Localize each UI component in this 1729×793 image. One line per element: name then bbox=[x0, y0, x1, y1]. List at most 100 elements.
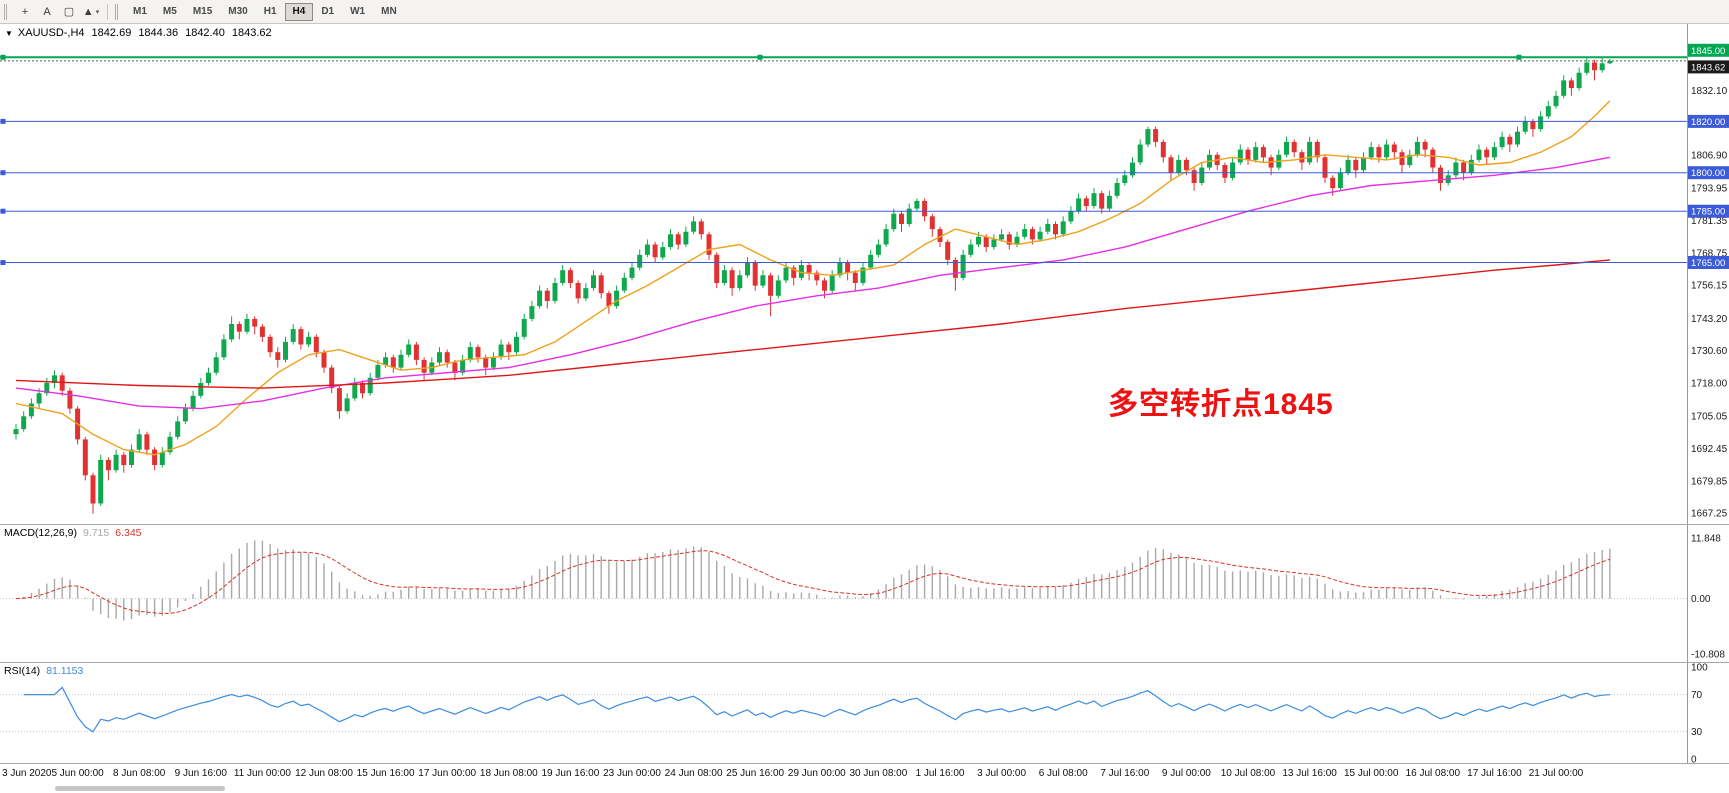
text-label-tool-button[interactable]: A bbox=[36, 2, 58, 22]
time-axis-label: 5 Jun 00:00 bbox=[51, 768, 104, 779]
macd-indicator-pane[interactable]: 11.848 0.00 -10.808 MACD(12,26,9) 9.715 6.… bbox=[0, 525, 1729, 663]
price-scale-label: 1781.35 bbox=[1691, 216, 1728, 227]
timeframe-h4-button[interactable]: H4 bbox=[284, 2, 314, 21]
crosshair-tool-button[interactable]: + bbox=[14, 2, 36, 22]
shapes-tool-icon: ▲ bbox=[82, 5, 94, 18]
text-box-tool-button[interactable]: ▢ bbox=[58, 2, 80, 22]
price-scale-label: 1679.85 bbox=[1691, 476, 1728, 487]
time-axis-label: 25 Jun 16:00 bbox=[726, 768, 785, 779]
crosshair-tool-icon: + bbox=[21, 5, 29, 18]
price-scale-label: 1667.25 bbox=[1691, 509, 1728, 520]
price-scale-label: 1743.20 bbox=[1691, 314, 1728, 325]
slow-ma-line bbox=[15, 259, 1610, 389]
time-axis-label: 12 Jun 08:00 bbox=[295, 768, 353, 779]
timeframe-mn-button[interactable]: MN bbox=[381, 6, 397, 17]
time-axis-label: 3 Jul 00:00 bbox=[977, 768, 1027, 779]
rsi-canvas[interactable]: 100 70 30 0 bbox=[0, 663, 1729, 763]
timeframe-d1-button[interactable]: D1 bbox=[321, 6, 335, 17]
time-axis[interactable]: 3 Jun 2020 5 Jun 00:00 8 Jun 08:00 9 Jun 16… bbox=[0, 764, 1729, 785]
time-axis-label: 29 Jun 00:00 bbox=[787, 768, 846, 779]
price-tag-1845.00 bbox=[1688, 43, 1729, 57]
price-tag-1765.00 bbox=[1688, 256, 1729, 269]
price-scale[interactable]: 1832.10 1806.90 1793.95 1781.35 1768.75 1756.… bbox=[1687, 24, 1729, 524]
rsi-scale-label: 70 bbox=[1691, 690, 1703, 701]
macd-scale-label: 11.848 bbox=[1691, 534, 1721, 545]
rsi-scale-label: 30 bbox=[1691, 727, 1703, 738]
macd-scale-label: -10.808 bbox=[1691, 649, 1725, 660]
main-chart-canvas[interactable]: 1832.10 1806.90 1793.95 1781.35 1768.75 1756.… bbox=[0, 24, 1729, 524]
bottom-scroll-strip bbox=[0, 785, 1729, 793]
time-axis-label: 9 Jun 16:00 bbox=[174, 768, 227, 779]
timeframes-drag-handle[interactable] bbox=[115, 3, 120, 20]
time-axis-label: 9 Jul 00:00 bbox=[1161, 768, 1211, 779]
moving-averages-layer bbox=[15, 100, 1611, 456]
svg-text:1843.62: 1843.62 bbox=[1691, 62, 1725, 73]
time-axis-label: 18 Jun 08:00 bbox=[479, 768, 538, 779]
shapes-tool-button[interactable]: ▲ ▾ bbox=[80, 2, 102, 22]
price-tag-1820.00 bbox=[1688, 114, 1729, 128]
price-scale-label: 1705.05 bbox=[1691, 412, 1728, 423]
hline-handle[interactable] bbox=[0, 260, 6, 265]
chart-window: 1832.10 1806.90 1793.95 1781.35 1768.75 1756.… bbox=[0, 24, 1729, 793]
price-scale-label: 1730.60 bbox=[1691, 346, 1728, 357]
time-axis-label: 19 Jun 16:00 bbox=[541, 768, 600, 779]
svg-text:1845.00: 1845.00 bbox=[1691, 46, 1725, 57]
text-box-tool-icon: ▢ bbox=[63, 6, 75, 18]
rsi-scale-label: 0 bbox=[1691, 755, 1697, 764]
time-axis-label: 1 Jul 16:00 bbox=[915, 768, 965, 779]
timeframe-m30-button[interactable]: M30 bbox=[228, 6, 248, 17]
scrollbar-thumb[interactable] bbox=[55, 786, 225, 791]
timeframe-m1-button[interactable]: M1 bbox=[133, 6, 147, 17]
macd-histogram bbox=[23, 540, 1611, 621]
hline-handle[interactable] bbox=[757, 54, 763, 60]
timeframe-m5-button[interactable]: M5 bbox=[162, 6, 177, 17]
price-scale-label: 1806.90 bbox=[1691, 151, 1728, 162]
price-scale-label: 1793.95 bbox=[1691, 184, 1728, 195]
svg-text:1800.00: 1800.00 bbox=[1691, 168, 1725, 179]
hline-handle[interactable] bbox=[0, 170, 6, 176]
text-label-tool-icon: A bbox=[43, 5, 51, 18]
toolbar: + A ▢ ▲ ▾ M1 M5 M15 M30 H1 H4 D1 W1 MN bbox=[0, 0, 1729, 24]
chevron-down-icon: ▾ bbox=[95, 8, 100, 16]
rsi-line bbox=[23, 686, 1610, 733]
price-scale-label: 1756.15 bbox=[1691, 281, 1728, 292]
macd-signal-line bbox=[15, 550, 1611, 615]
timeframe-m15-button[interactable]: M15 bbox=[192, 6, 213, 17]
hline-handle[interactable] bbox=[0, 54, 6, 60]
toolbar-drag-handle[interactable] bbox=[4, 3, 9, 20]
time-axis-label: 15 Jul 00:00 bbox=[1343, 768, 1399, 779]
timeframe-h1-button[interactable]: H1 bbox=[263, 6, 277, 17]
time-axis-label: 30 Jun 08:00 bbox=[849, 768, 908, 779]
time-axis-label: 3 Jun 2020 bbox=[2, 768, 52, 779]
price-scale-label: 1832.10 bbox=[1691, 86, 1728, 97]
time-axis-label: 13 Jul 16:00 bbox=[1282, 768, 1337, 779]
time-axis-label: 17 Jul 16:00 bbox=[1467, 768, 1522, 779]
time-axis-label: 21 Jul 00:00 bbox=[1528, 768, 1584, 779]
macd-canvas[interactable]: 11.848 0.00 -10.808 bbox=[0, 525, 1729, 662]
svg-text:1785.00: 1785.00 bbox=[1691, 207, 1725, 218]
timeframes-group: M1 M5 M15 M30 H1 H4 D1 W1 MN bbox=[125, 2, 405, 21]
price-scale-label: 1768.75 bbox=[1691, 248, 1728, 259]
time-axis-label: 24 Jun 08:00 bbox=[664, 768, 723, 779]
time-axis-label: 7 Jul 16:00 bbox=[1100, 768, 1150, 779]
timeframe-w1-button[interactable]: W1 bbox=[350, 6, 366, 17]
annotation-text[interactable]: 多空转折点1845 bbox=[1108, 388, 1334, 421]
time-axis-label: 6 Jul 08:00 bbox=[1038, 768, 1088, 779]
horizontal-lines-layer[interactable] bbox=[0, 54, 1687, 265]
hline-handle[interactable] bbox=[1516, 54, 1522, 60]
time-axis-label: 23 Jun 00:00 bbox=[603, 768, 661, 779]
time-axis-label: 8 Jun 08:00 bbox=[113, 768, 166, 779]
hline-handle[interactable] bbox=[0, 118, 6, 124]
macd-scale-label: 0.00 bbox=[1691, 594, 1711, 605]
current-price-tag bbox=[1688, 60, 1729, 74]
rsi-scale-label: 100 bbox=[1691, 663, 1708, 674]
time-axis-label: 16 Jul 08:00 bbox=[1405, 768, 1461, 779]
fast-ma-line bbox=[15, 100, 1611, 456]
svg-text:1765.00: 1765.00 bbox=[1691, 258, 1725, 269]
price-scale-label: 1718.00 bbox=[1691, 379, 1728, 390]
rsi-indicator-pane[interactable]: 100 70 30 0 RSI(14) 81.1153 bbox=[0, 663, 1729, 764]
hline-handle[interactable] bbox=[0, 208, 6, 214]
main-chart-pane[interactable]: 1832.10 1806.90 1793.95 1781.35 1768.75 1756.… bbox=[0, 24, 1729, 525]
time-axis-label: 10 Jul 08:00 bbox=[1220, 768, 1276, 779]
time-axis-label: 15 Jun 16:00 bbox=[356, 768, 415, 779]
